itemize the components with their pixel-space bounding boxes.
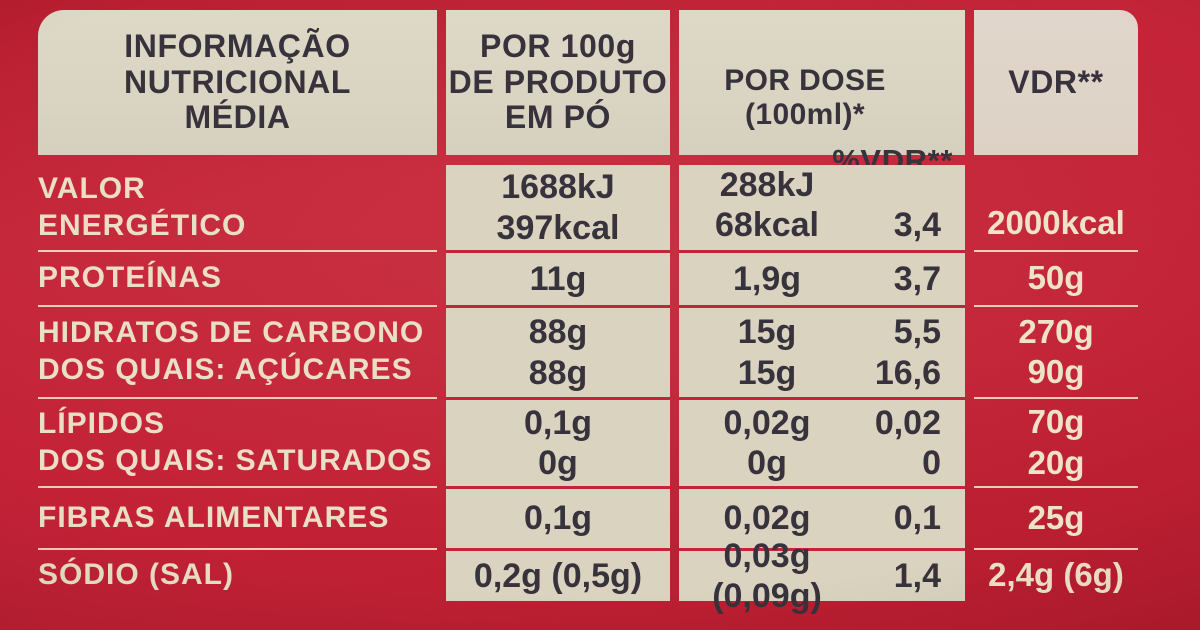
dose-value: 0,03g (0,09g) [712,536,822,615]
vdr-value: 2000kcal [987,203,1125,241]
value-per-dose: 1,9g 3,7 [679,250,965,305]
header-vdr: VDR** [974,10,1138,155]
vdr-value: 70g 20g [974,397,1138,486]
value-per-dose: 288kJ 68kcal 3,4 [679,165,965,250]
value-per100g: 0,1g 0g [446,397,670,486]
package-edge [1148,0,1200,630]
row-label-hidratos-carbono: HIDRATOS DE CARBONO DOS QUAIS: AÇÚCARES [38,305,437,397]
vdr-value: 270g 90g [974,305,1138,397]
row-label-proteinas: PROTEÍNAS [38,250,437,305]
dose-value: 15g 15g [737,313,797,392]
pct-vdr-value: 3,7 [893,259,941,298]
value-per100g: 1688kJ 397kcal [446,165,670,250]
value-per100g: 11g [446,250,670,305]
header-per-dose: POR DOSE (100ml)* %VDR** [679,10,965,178]
pct-vdr-value: 3,4 [893,205,941,244]
vdr-value: 50g [974,250,1138,305]
value-per100g: 88g 88g [446,305,670,397]
value-per-dose: 0,02g 0g 0,02 0 [679,397,965,486]
header-per-dose-label: POR DOSE (100ml)* [724,64,886,131]
vdr-value: 25g [974,486,1138,548]
nutrition-table: INFORMAÇÃO NUTRICIONAL MÉDIA POR 100g DE… [38,10,1138,615]
row-label-sodio: SÓDIO (SAL) [38,548,437,601]
vdr-value: 2,4g (6g) [974,548,1138,601]
value-per-dose: 15g 15g 5,5 16,6 [679,305,965,397]
pct-vdr-value: 0,1 [893,499,941,538]
dose-value: 1,9g [732,259,802,298]
header-per-100g: POR 100g DE PRODUTO EM PÓ [446,10,670,155]
value-per100g: 0,2g (0,5g) [446,548,670,601]
dose-value: 0,02g 0g [723,403,811,482]
pct-vdr-value: 5,5 16,6 [874,313,941,392]
pct-vdr-value: 1,4 [893,556,941,595]
row-label-lipidos: LÍPIDOS DOS QUAIS: SATURADOS [38,397,437,486]
pct-vdr-value: 0,02 0 [874,403,941,482]
dose-value: 0,02g [723,499,811,538]
value-per-dose: 0,03g (0,09g) 1,4 [679,537,965,615]
header-info-nutricional: INFORMAÇÃO NUTRICIONAL MÉDIA [38,10,437,155]
value-per-dose: 0,02g 0,1 [679,486,965,548]
dose-value: 288kJ 68kcal [715,165,819,244]
value-per100g: 0,1g [446,486,670,548]
row-label-valor-energetico: VALOR ENERGÉTICO [38,171,247,242]
row-label-fibras: FIBRAS ALIMENTARES [38,486,437,548]
